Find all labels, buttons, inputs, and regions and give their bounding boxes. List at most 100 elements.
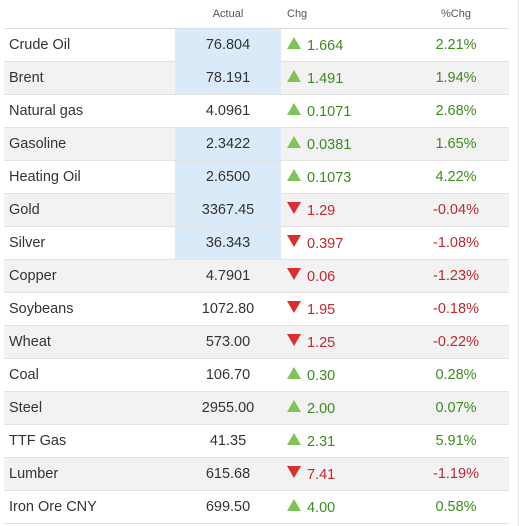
change-value: 0.1071: [307, 103, 352, 120]
table-row[interactable]: Wheat 573.00 1.25 -0.22%: [4, 325, 509, 359]
change-value: 7.41: [307, 466, 336, 483]
percent-change: 1.65%: [403, 127, 509, 161]
actual-price: 4.7901: [175, 259, 281, 293]
actual-price: 615.68: [175, 457, 281, 491]
change-value: 0.397: [307, 235, 344, 252]
change-cell: 1.95: [281, 292, 403, 326]
table-row[interactable]: Lumber 615.68 7.41 -1.19%: [4, 457, 509, 491]
change-value: 1.491: [307, 70, 344, 87]
actual-price: 41.35: [175, 424, 281, 458]
table-row[interactable]: Natural gas 4.0961 0.1071 2.68%: [4, 94, 509, 128]
percent-change: 0.07%: [403, 391, 509, 425]
table-row[interactable]: Copper 4.7901 0.06 -1.23%: [4, 259, 509, 293]
change-cell: 1.491: [281, 61, 403, 95]
percent-change: -1.19%: [403, 457, 509, 491]
change-cell: 1.25: [281, 325, 403, 359]
commodity-name[interactable]: Iron Ore CNY: [4, 490, 175, 524]
change-cell: 0.06: [281, 259, 403, 293]
actual-price: 106.70: [175, 358, 281, 392]
triangle-up-icon: [287, 432, 301, 445]
triangle-up-icon: [287, 366, 301, 379]
change-cell: 2.00: [281, 391, 403, 425]
commodity-name[interactable]: Gold: [4, 193, 175, 227]
table-row[interactable]: Silver 36.343 0.397 -1.08%: [4, 226, 509, 260]
actual-price: 573.00: [175, 325, 281, 359]
commodity-name[interactable]: TTF Gas: [4, 424, 175, 458]
commodity-name[interactable]: Lumber: [4, 457, 175, 491]
triangle-up-icon: [287, 498, 301, 511]
actual-price: 76.804: [175, 28, 281, 62]
actual-price: 3367.45: [175, 193, 281, 227]
percent-change: 4.22%: [403, 160, 509, 194]
percent-change: -1.23%: [403, 259, 509, 293]
commodity-name[interactable]: Wheat: [4, 325, 175, 359]
triangle-up-icon: [287, 168, 301, 181]
actual-price: 2955.00: [175, 391, 281, 425]
commodity-name[interactable]: Natural gas: [4, 94, 175, 128]
table-row[interactable]: Soybeans 1072.80 1.95 -0.18%: [4, 292, 509, 326]
column-header-chg[interactable]: Chg: [281, 0, 403, 29]
table-row[interactable]: TTF Gas 41.35 2.31 5.91%: [4, 424, 509, 458]
column-header-actual[interactable]: Actual: [175, 0, 281, 29]
actual-price: 699.50: [175, 490, 281, 524]
percent-change: 2.68%: [403, 94, 509, 128]
triangle-down-icon: [287, 234, 301, 247]
triangle-down-icon: [287, 465, 301, 478]
actual-price: 4.0961: [175, 94, 281, 128]
column-header-name: [4, 0, 175, 29]
table-row[interactable]: Heating Oil 2.6500 0.1073 4.22%: [4, 160, 509, 194]
percent-change: -0.18%: [403, 292, 509, 326]
change-value: 0.06: [307, 268, 336, 285]
table-body: Crude Oil 76.804 1.664 2.21% Brent 78.191 1.49…: [4, 28, 509, 524]
commodity-name[interactable]: Silver: [4, 226, 175, 260]
actual-price: 2.3422: [175, 127, 281, 161]
triangle-down-icon: [287, 267, 301, 280]
table-row[interactable]: Gold 3367.45 1.29 -0.04%: [4, 193, 509, 227]
change-cell: 4.00: [281, 490, 403, 524]
percent-change: 2.21%: [403, 28, 509, 62]
triangle-down-icon: [287, 201, 301, 214]
change-cell: 0.0381: [281, 127, 403, 161]
commodity-name[interactable]: Steel: [4, 391, 175, 425]
change-value: 4.00: [307, 499, 336, 516]
change-cell: 1.664: [281, 28, 403, 62]
actual-price: 2.6500: [175, 160, 281, 194]
table-row[interactable]: Brent 78.191 1.491 1.94%: [4, 61, 509, 95]
triangle-up-icon: [287, 135, 301, 148]
percent-change: -0.22%: [403, 325, 509, 359]
change-value: 1.29: [307, 202, 336, 219]
triangle-up-icon: [287, 36, 301, 49]
change-value: 1.664: [307, 37, 344, 54]
table-row[interactable]: Coal 106.70 0.30 0.28%: [4, 358, 509, 392]
triangle-up-icon: [287, 102, 301, 115]
column-header-pct-chg[interactable]: %Chg: [403, 0, 509, 29]
actual-price: 78.191: [175, 61, 281, 95]
commodity-name[interactable]: Heating Oil: [4, 160, 175, 194]
commodity-name[interactable]: Soybeans: [4, 292, 175, 326]
percent-change: 0.58%: [403, 490, 509, 524]
percent-change: 5.91%: [403, 424, 509, 458]
table-row[interactable]: Crude Oil 76.804 1.664 2.21%: [4, 28, 509, 62]
change-value: 2.31: [307, 433, 336, 450]
percent-change: -0.04%: [403, 193, 509, 227]
commodity-name[interactable]: Copper: [4, 259, 175, 293]
percent-change: 0.28%: [403, 358, 509, 392]
table-row[interactable]: Steel 2955.00 2.00 0.07%: [4, 391, 509, 425]
commodities-table: Actual Chg %Chg Crude Oil 76.804 1.664 2.21…: [4, 0, 509, 524]
change-cell: 0.30: [281, 358, 403, 392]
table-header-row: Actual Chg %Chg: [4, 0, 509, 29]
commodity-name[interactable]: Gasoline: [4, 127, 175, 161]
table-row[interactable]: Iron Ore CNY 699.50 4.00 0.58%: [4, 490, 509, 524]
change-cell: 0.1073: [281, 160, 403, 194]
change-value: 2.00: [307, 400, 336, 417]
change-cell: 0.1071: [281, 94, 403, 128]
table-row[interactable]: Gasoline 2.3422 0.0381 1.65%: [4, 127, 509, 161]
change-value: 0.0381: [307, 136, 352, 153]
commodity-name[interactable]: Brent: [4, 61, 175, 95]
commodity-name[interactable]: Crude Oil: [4, 28, 175, 62]
commodity-name[interactable]: Coal: [4, 358, 175, 392]
percent-change: 1.94%: [403, 61, 509, 95]
triangle-down-icon: [287, 333, 301, 346]
change-cell: 2.31: [281, 424, 403, 458]
